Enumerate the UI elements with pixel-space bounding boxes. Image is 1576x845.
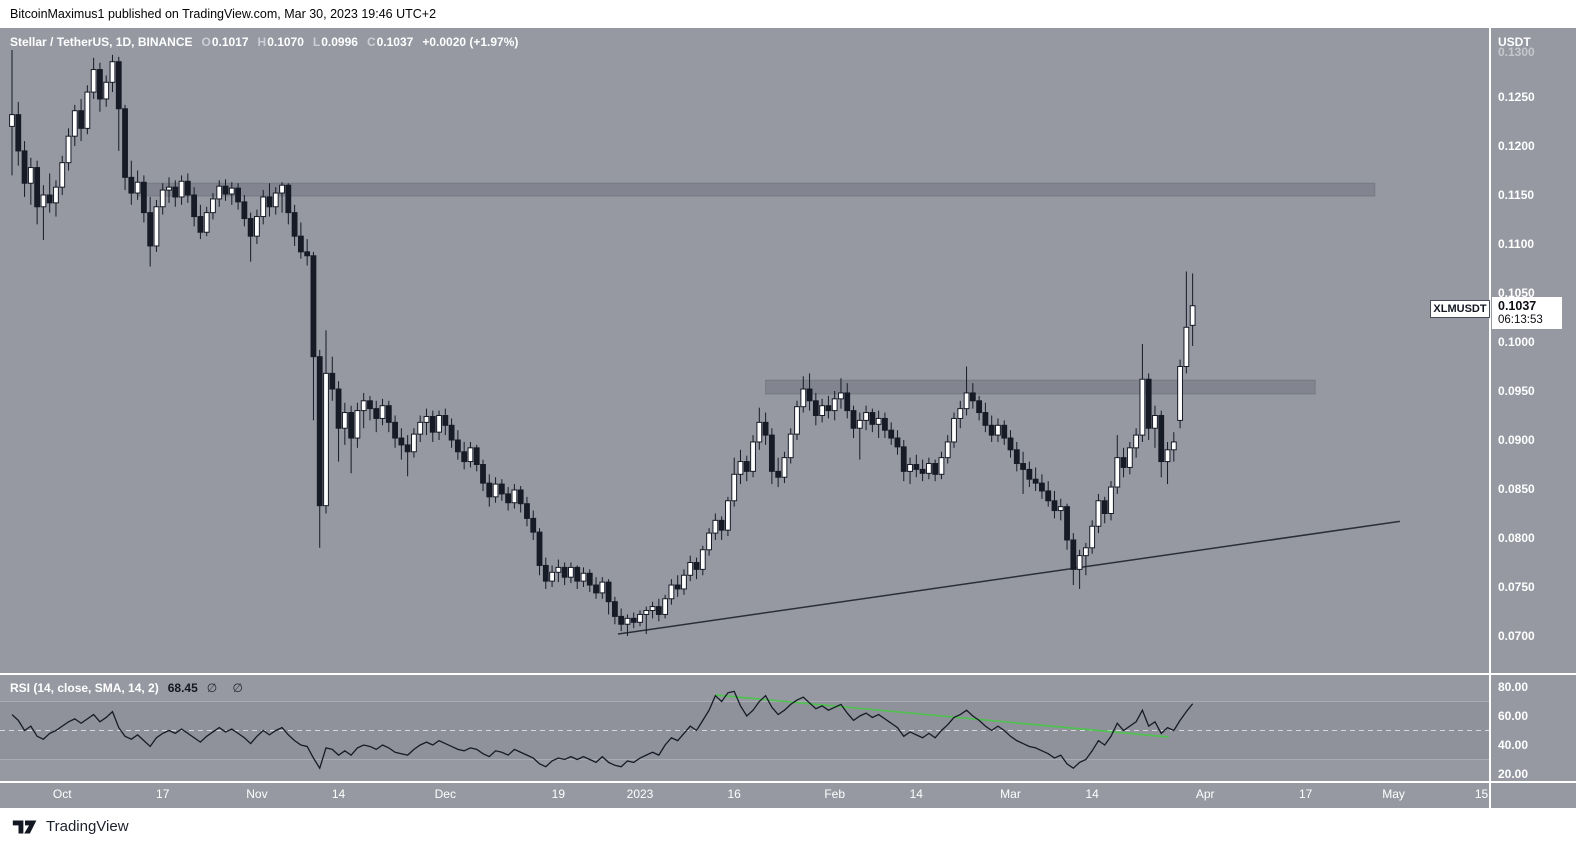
rsi-indicator-pane[interactable] [0,675,1490,782]
time-tick-Mar: Mar [1000,787,1021,801]
last-price-label: 0.1037 06:13:53 [1492,297,1562,329]
time-tick-17: 17 [1298,787,1313,801]
rsi-descending-trendline[interactable] [715,694,1169,738]
tradingview-logo-icon[interactable] [12,816,38,838]
price-tick-0.1100: 0.1100 [1498,237,1535,251]
last-price: 0.1037 [1498,299,1537,313]
bar-countdown: 06:13:53 [1498,314,1543,326]
time-tick-15: 15 [1474,787,1489,801]
time-tick-2023: 2023 [626,787,654,801]
time-tick-May: May [1382,787,1405,801]
price-chart-pane[interactable] [0,28,1490,674]
high-value: H 0.1070 [257,35,304,49]
open-value: O 0.1017 [201,35,249,49]
price-tick-0.0700: 0.0700 [1498,629,1535,643]
price-tick-0.1000: 0.1000 [1498,335,1535,349]
candles [9,49,1196,636]
time-tick-14: 14 [1085,787,1099,801]
axis-clipped-tick: 0.1300 [1498,45,1535,59]
price-tick-0.0900: 0.0900 [1498,433,1535,447]
rsi-title[interactable]: RSI (14, close, SMA, 14, 2) [10,681,159,695]
time-tick-14: 14 [331,787,346,801]
resistance-zone-1[interactable] [137,182,1376,197]
time-axis-separator [0,781,1576,783]
rsi-tick-60.00: 60.00 [1498,709,1529,723]
time-tick-Nov: Nov [246,787,268,801]
time-tick-16: 16 [727,787,741,801]
price-tick-0.0950: 0.0950 [1498,384,1535,398]
price-tick-0.0800: 0.0800 [1498,531,1535,545]
close-value: C 0.1037 [366,35,414,49]
axis-separator-vertical [1489,28,1491,808]
time-tick-17: 17 [156,787,170,801]
publication-bar: BitcoinMaximus1 published on TradingView… [0,0,1576,28]
publication-text: BitcoinMaximus1 published on TradingView… [10,7,437,21]
price-axis[interactable]: USDT 0.1300 0.1250 0.1200 0.1150 0.1100 0.10… [1490,28,1576,808]
rsi-tick-40.00: 40.00 [1498,738,1529,752]
footer: TradingView [0,808,1576,845]
rsi-tick-80.00: 80.00 [1498,680,1529,694]
pane-separator[interactable] [0,673,1576,675]
rsi-null-values: ∅ ∅ [206,681,250,695]
time-tick-Apr: Apr [1195,787,1215,801]
time-axis[interactable]: Oct 17 Nov 14 Dec 19 2023 16 Feb 14 Mar 14 Apr 17 May 1… [0,783,1490,808]
price-tick-0.1150: 0.1150 [1498,188,1535,202]
rsi-band [0,701,1490,760]
symbol-title[interactable]: Stellar / TetherUS, 1D, BINANCE [10,35,193,49]
rsi-tick-20.00: 20.00 [1498,767,1529,781]
price-tick-0.1200: 0.1200 [1498,139,1535,153]
change-value: +0.0020 (+1.97%) [422,35,519,49]
resistance-zone-2[interactable] [765,379,1316,395]
time-tick-Dec: Dec [434,787,456,801]
time-tick-Feb: Feb [824,787,846,801]
ascending-trendline[interactable] [617,520,1400,635]
rsi-line [11,690,1194,770]
time-tick-19: 19 [551,787,566,801]
tradingview-brand[interactable]: TradingView [46,818,129,835]
price-tick-0.1050: 0.1050 [1498,286,1535,300]
rsi-value: 68.45 [167,681,198,695]
price-tick-0.0850: 0.0850 [1498,482,1535,496]
rsi-chart[interactable] [0,675,1490,782]
price-tick-0.0750: 0.0750 [1498,580,1535,594]
time-tick-14: 14 [909,787,923,801]
symbol-price-badge: XLMUSDT [1430,300,1490,318]
chart-legend[interactable]: Stellar / TetherUS, 1D, BINANCE O 0.1017 … [10,35,518,49]
price-tick-0.1250: 0.1250 [1498,90,1535,104]
axis-currency-label: USDT [1498,35,1531,49]
rsi-legend[interactable]: RSI (14, close, SMA, 14, 2) 68.45 ∅ ∅ [10,681,249,695]
time-tick-Oct: Oct [52,787,72,801]
candlestick-chart[interactable] [0,28,1490,674]
low-value: L 0.0996 [312,35,358,49]
